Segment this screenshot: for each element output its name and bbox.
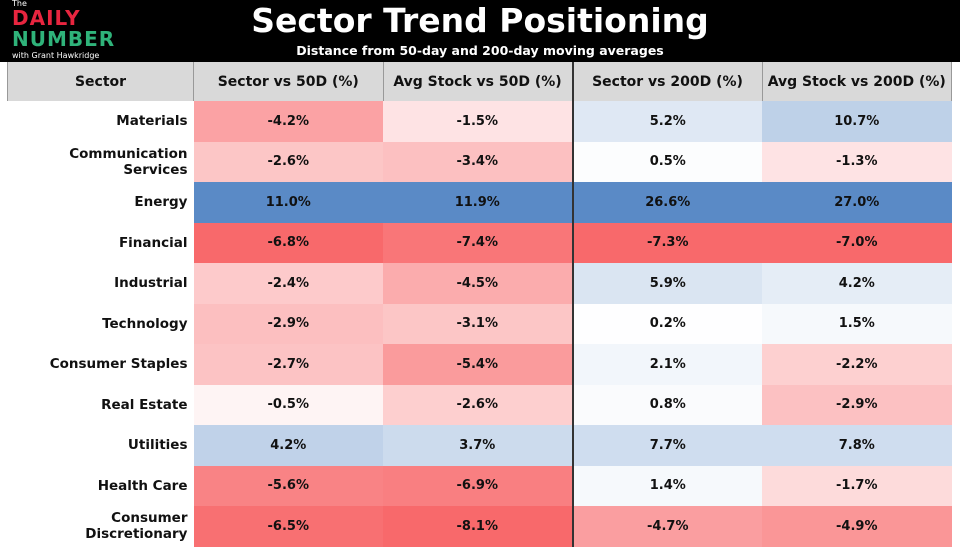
heatmap-cell: -3.4% [383, 141, 573, 182]
heatmap-cell: -6.8% [193, 222, 383, 263]
table-row: Health Care -5.6% -6.9% 1.4% -1.7% [8, 465, 952, 506]
heatmap-cell: 1.4% [571, 465, 762, 506]
heatmap-cell: 0.2% [571, 303, 762, 344]
table-row: Utilities 4.2% 3.7% 7.7% 7.8% [8, 425, 952, 466]
column-header: Sector vs 200D (%) [571, 62, 763, 101]
table-row: Real Estate -0.5% -2.6% 0.8% -2.9% [8, 384, 952, 425]
heatmap-cell: 26.6% [571, 182, 762, 223]
sector-name: Industrial [114, 275, 188, 292]
heatmap-cell: -7.0% [762, 222, 952, 263]
heatmap-cell: -5.6% [193, 465, 383, 506]
heatmap-cell: 3.7% [383, 425, 573, 466]
heatmap-cell: 27.0% [762, 182, 952, 223]
table-row: Consumer Discretionary -6.5% -8.1% -4.7% -4.… [8, 506, 952, 547]
heatmap-cell: -4.7% [571, 506, 762, 547]
sector-name: Health Care [97, 477, 188, 494]
sector-name: Energy [134, 194, 188, 211]
logo-byline: with Grant Hawkridge [12, 51, 100, 60]
heatmap-cell: -4.9% [762, 506, 952, 547]
column-header: Avg Stock vs 200D (%) [761, 62, 952, 101]
heatmap-cell: -6.5% [193, 506, 383, 547]
sector-name: Consumer Discretionary [85, 510, 188, 543]
heatmap-cell: 10.7% [762, 101, 952, 142]
heatmap-cell: 7.7% [571, 425, 762, 466]
header-banner: The DAILY NUMBER with Grant Hawkridge Se… [0, 0, 960, 62]
heatmap-cell: 5.2% [571, 101, 762, 142]
heatmap-cell: -1.5% [383, 101, 573, 142]
heatmap-cell: -2.9% [762, 384, 952, 425]
heatmap-cell: -2.9% [193, 303, 383, 344]
heatmap-cell: -2.2% [762, 344, 952, 385]
table-row: Communication Services -2.6% -3.4% 0.5% -1.3… [8, 141, 952, 182]
table-row: Technology -2.9% -3.1% 0.2% 1.5% [8, 303, 952, 344]
heatmap-cell: 0.8% [571, 384, 762, 425]
sector-name: Financial [118, 234, 188, 251]
heatmap-cell: -2.6% [383, 384, 573, 425]
sector-name: Consumer Staples [49, 356, 188, 373]
heatmap-cell: -3.1% [383, 303, 573, 344]
heatmap-cell: 1.5% [762, 303, 952, 344]
column-header: Sector [7, 62, 194, 101]
heatmap-cell: -8.1% [383, 506, 573, 547]
heatmap-cell: -2.7% [193, 344, 383, 385]
table-row: Materials -4.2% -1.5% 5.2% 10.7% [8, 101, 952, 142]
sector-name: Technology [102, 315, 188, 332]
heatmap-cell: 11.0% [193, 182, 383, 223]
logo-number: NUMBER [12, 27, 116, 51]
heatmap-cell: -4.2% [193, 101, 383, 142]
heatmap-cell: 4.2% [762, 263, 952, 304]
column-header: Sector vs 50D (%) [193, 62, 384, 101]
heatmap-cell: 4.2% [193, 425, 383, 466]
heatmap-cell: -6.9% [383, 465, 573, 506]
table-row: Consumer Staples -2.7% -5.4% 2.1% -2.2% [8, 344, 952, 385]
heatmap-cell: -2.6% [193, 141, 383, 182]
heatmap-cell: -1.7% [762, 465, 952, 506]
logo-the: The [12, 0, 27, 8]
heatmap-cell: -4.5% [383, 263, 573, 304]
heatmap-cell: 5.9% [571, 263, 762, 304]
heatmap-cell: -7.4% [383, 222, 573, 263]
daily-number-logo: The DAILY NUMBER with Grant Hawkridge [8, 0, 148, 62]
header-row: Sector Sector vs 50D (%) Avg Stock vs 50D … [7, 62, 952, 101]
heatmap-cell: 0.5% [571, 141, 762, 182]
heatmap-cell: -2.4% [193, 263, 383, 304]
sector-name: Materials [116, 113, 188, 130]
column-header: Avg Stock vs 50D (%) [382, 62, 573, 101]
heatmap-cell: -0.5% [193, 384, 383, 425]
table-row: Industrial -2.4% -4.5% 5.9% 4.2% [8, 263, 952, 304]
table-row: Financial -6.8% -7.4% -7.3% -7.0% [8, 222, 952, 263]
heatmap-cell: -7.3% [571, 222, 762, 263]
table-row: Energy 11.0% 11.9% 26.6% 27.0% [8, 182, 952, 223]
logo-daily: DAILY [12, 6, 81, 30]
heatmap-cell: 11.9% [383, 182, 573, 223]
page-subtitle: Distance from 50-day and 200-day moving … [296, 43, 664, 58]
heatmap-cell: 7.8% [762, 425, 952, 466]
heatmap-cell: -1.3% [762, 141, 952, 182]
sector-name: Real Estate [101, 396, 188, 413]
sector-name: Utilities [127, 437, 188, 454]
page-title: Sector Trend Positioning [251, 1, 709, 40]
sector-name: Communication Services [69, 145, 188, 178]
heatmap-cell: -5.4% [383, 344, 573, 385]
sector-heatmap-table: Sector Sector vs 50D (%) Avg Stock vs 50D … [7, 62, 952, 547]
heatmap-cell: 2.1% [571, 344, 762, 385]
